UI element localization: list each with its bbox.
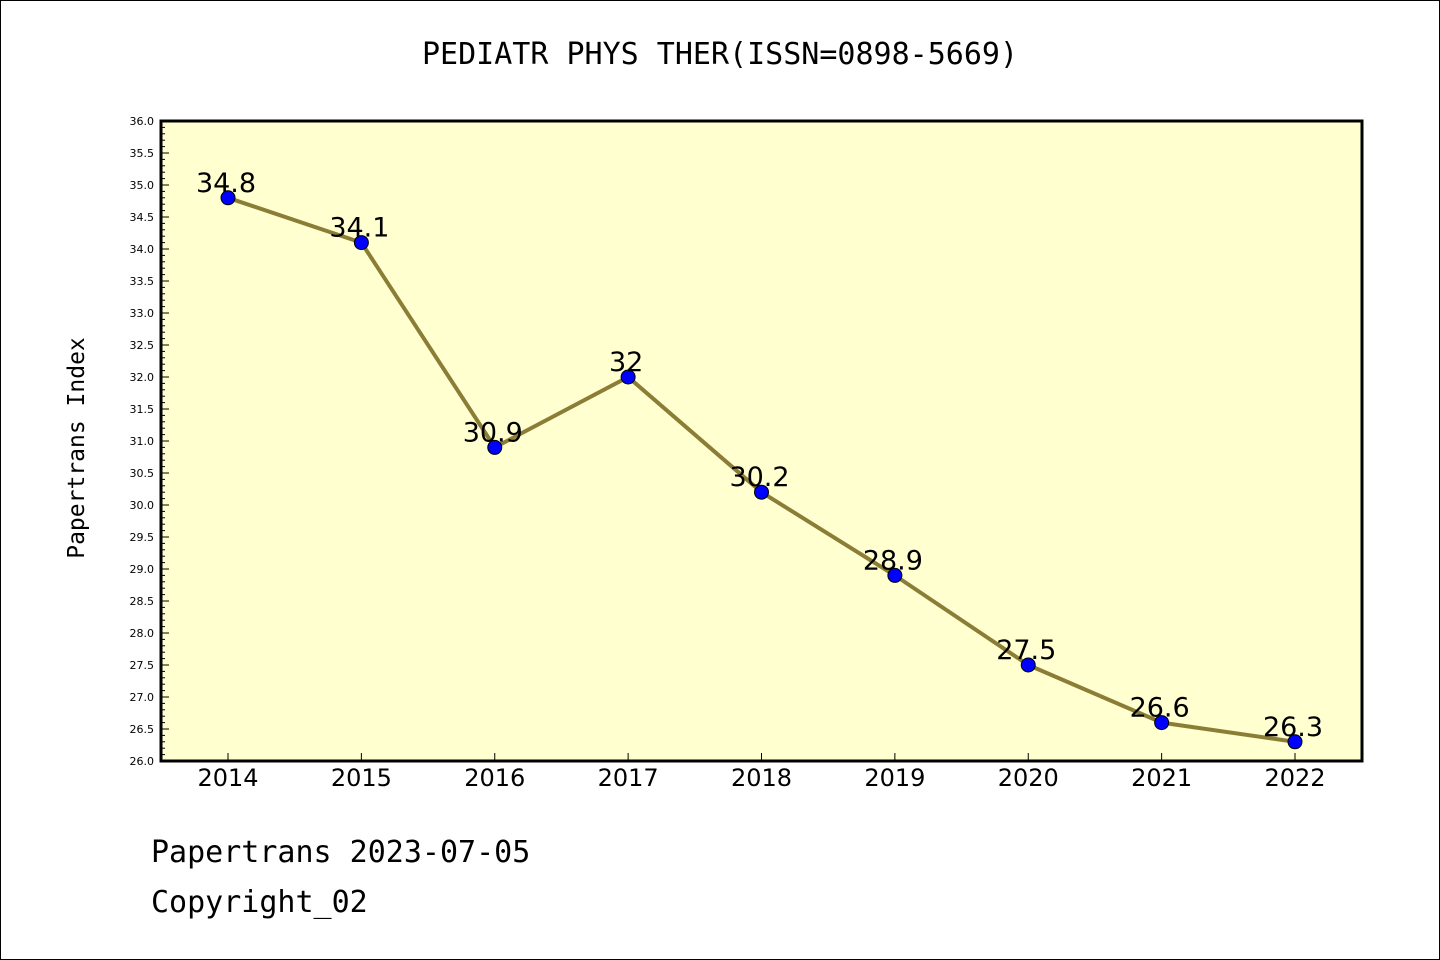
y-tick-label: 31.5 (130, 403, 155, 416)
y-tick-label: 30.0 (130, 499, 155, 512)
data-labels: 34.8 34.1 30.9 32 30.2 28.9 27.5 26.6 26.3 (196, 168, 1323, 743)
data-point (1287, 734, 1303, 750)
data-markers (220, 190, 1303, 750)
x-tick-label: 2021 (1131, 764, 1192, 792)
y-tick-label: 26.5 (130, 723, 155, 736)
x-tick-label: 2018 (731, 764, 792, 792)
x-tick-label: 2020 (998, 764, 1059, 792)
y-tick-label: 26.0 (130, 755, 155, 768)
data-label: 34.1 (329, 213, 389, 244)
x-tick-label: 2019 (864, 764, 925, 792)
plot-area (159, 119, 1364, 763)
y-tick-label: 30.5 (130, 467, 155, 480)
y-tick-label: 27.0 (130, 691, 155, 704)
data-label: 34.8 (196, 168, 256, 199)
y-tick-label: 35.0 (130, 179, 155, 192)
x-tick-label: 2016 (464, 764, 525, 792)
data-label: 32 (609, 347, 643, 378)
data-label: 26.3 (1263, 712, 1323, 743)
data-point (220, 190, 236, 206)
y-tick-label: 33.5 (130, 275, 155, 288)
y-tick-label: 29.0 (130, 563, 155, 576)
x-tick-label: 2014 (197, 764, 258, 792)
chart-title: PEDIATR PHYS THER(ISSN=0898-5669) (421, 37, 1019, 72)
footer-copyright: Copyright_02 (151, 885, 368, 920)
y-axis: 26.0 26.5 27.0 27.5 28.0 28.5 29.0 29.5 30.0 30.5… (130, 115, 169, 768)
y-tick-label: 32.0 (130, 371, 155, 384)
data-point (754, 484, 769, 500)
y-tick-label: 33.0 (130, 307, 155, 320)
data-point (1020, 657, 1036, 673)
y-tick-label: 36.0 (130, 115, 155, 128)
y-tick-label: 35.5 (130, 147, 155, 160)
x-tick-label: 2022 (1264, 764, 1325, 792)
y-tick-label: 28.0 (130, 627, 155, 640)
data-label: 30.2 (729, 462, 789, 493)
data-point (620, 369, 636, 385)
y-tick-label: 29.5 (130, 531, 155, 544)
data-label: 30.9 (463, 417, 523, 448)
data-point (353, 235, 369, 251)
y-tick-label: 31.0 (130, 435, 155, 448)
y-tick-label: 28.5 (130, 595, 155, 608)
x-axis: 2014 2015 2016 2017 2018 2019 2020 2021 2022 (197, 753, 1326, 792)
y-tick-label: 34.0 (130, 243, 155, 256)
y-tick-label: 34.5 (130, 211, 155, 224)
data-point (487, 439, 503, 455)
footer-date: Papertrans 2023-07-05 (151, 835, 531, 870)
data-point (1154, 715, 1170, 731)
x-tick-label: 2017 (598, 764, 659, 792)
data-label: 26.6 (1130, 693, 1190, 724)
data-point (887, 567, 903, 583)
y-tick-label: 32.5 (130, 339, 155, 352)
y-tick-label: 27.5 (130, 659, 155, 672)
data-label: 28.9 (863, 545, 923, 576)
x-tick-label: 2015 (331, 764, 392, 792)
data-label: 27.5 (996, 635, 1056, 666)
